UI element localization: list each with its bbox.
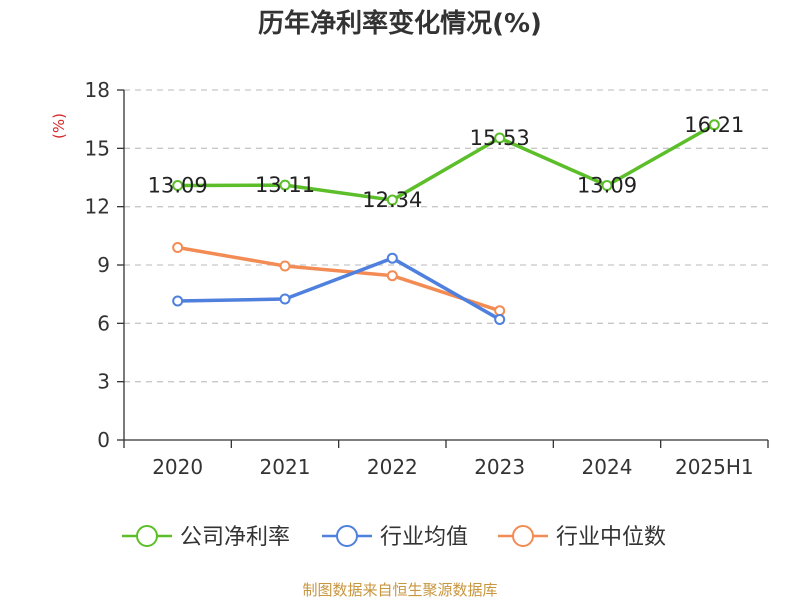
legend-label: 公司净利率 [180,525,290,550]
series-lines [172,119,720,325]
source-note: 制图数据来自恒生聚源数据库 [302,581,497,599]
y-tick-label: 6 [97,311,110,335]
x-tick-label: 2025H1 [675,455,754,479]
y-tick-label: 0 [97,428,110,452]
legend-marker-icon [136,525,158,547]
x-tick-label: 2021 [260,455,311,479]
y-tick-label: 18 [85,78,110,102]
chart-title: 历年净利率变化情况(%) [258,8,542,39]
data-point [386,194,398,206]
legend: 公司净利率 行业均值 行业中位数 [122,525,666,550]
data-point [386,252,398,264]
data-point [279,293,291,305]
data-point [279,179,291,191]
data-point [386,270,398,282]
data-point [494,132,506,144]
y-tick-label: 3 [97,370,110,394]
data-label: 15.53 [470,126,530,150]
grid-lines [124,89,768,383]
data-point [172,295,184,307]
series-line [177,245,501,313]
data-point [601,179,613,191]
legend-item[interactable]: 行业中位数 [498,525,666,550]
data-label: 13.11 [255,173,315,197]
series-line [177,256,501,321]
data-point [279,260,291,272]
legend-item[interactable]: 公司净利率 [122,525,290,550]
legend-item[interactable]: 行业均值 [322,525,468,550]
data-point [494,305,506,317]
data-point [172,242,184,253]
data-label: 13.09 [148,173,208,197]
y-axis-unit-label: (%) [50,113,68,139]
legend-marker-icon [336,525,358,547]
axes: 0 3 6 9 12 15 18 2020 2021 2022 2023 2024 2025H1 [85,78,769,479]
y-tick-label: 12 [85,195,110,219]
legend-marker-icon [512,525,534,547]
y-tick-label: 15 [85,136,110,160]
data-point [494,313,506,325]
data-label: 16.21 [684,113,744,137]
data-label: 13.09 [577,173,637,197]
x-tick-label: 2023 [474,455,525,479]
legend-label: 行业中位数 [556,525,666,550]
data-label: 12.34 [362,188,422,212]
data-labels: 13.09 13.11 12.34 15.53 13.09 16.21 [148,113,745,212]
series-line [177,123,716,202]
legend-label: 行业均值 [380,525,468,550]
y-tick-label: 9 [97,253,110,277]
data-point [708,119,720,131]
data-point [172,179,184,191]
x-tick-label: 2020 [152,455,203,479]
x-tick-label: 2024 [582,455,633,479]
x-tick-label: 2022 [367,455,418,479]
